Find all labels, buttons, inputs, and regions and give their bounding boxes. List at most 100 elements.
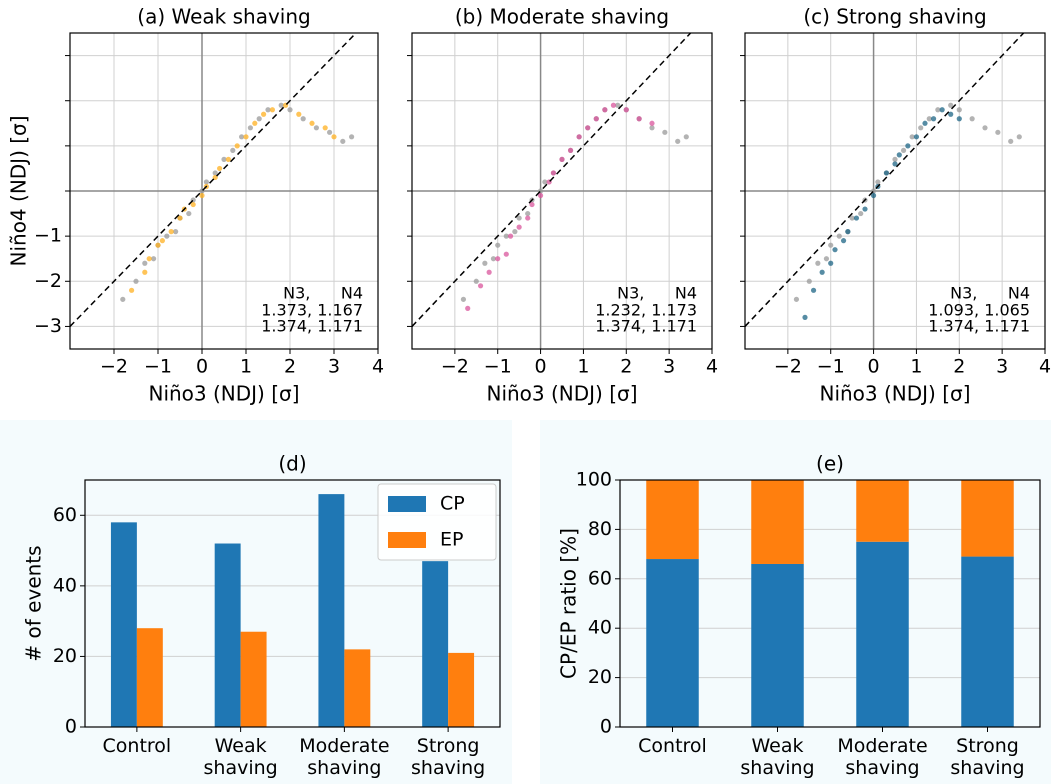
point bbox=[473, 278, 479, 284]
point bbox=[269, 107, 275, 113]
point bbox=[849, 215, 855, 221]
point bbox=[120, 296, 126, 302]
point bbox=[683, 134, 689, 140]
point bbox=[212, 174, 218, 181]
point bbox=[810, 287, 817, 293]
legend-box bbox=[377, 483, 497, 561]
x-axis-label: Niño3 (NDJ) [σ] bbox=[148, 382, 299, 406]
point bbox=[129, 287, 135, 293]
point bbox=[649, 120, 655, 126]
point bbox=[327, 129, 333, 135]
bar-segment bbox=[856, 480, 909, 542]
point bbox=[230, 147, 236, 153]
x-tick-label: 4 bbox=[706, 356, 718, 378]
y-axis-label: CP/EP ratio [%] bbox=[557, 528, 581, 679]
point bbox=[969, 116, 975, 122]
bar bbox=[240, 631, 267, 727]
point bbox=[537, 192, 544, 199]
point bbox=[503, 233, 509, 239]
x-tick-label: 3 bbox=[996, 356, 1008, 378]
bar bbox=[422, 561, 449, 727]
point bbox=[956, 116, 962, 122]
x-tick-label: 3 bbox=[663, 356, 675, 378]
point bbox=[186, 210, 192, 217]
point bbox=[905, 143, 911, 149]
y-axis-label: # of events bbox=[22, 545, 46, 661]
point bbox=[982, 125, 988, 131]
point bbox=[995, 129, 1001, 135]
y-tick-label: 0 bbox=[600, 716, 612, 738]
y-tick-label: −2 bbox=[34, 270, 62, 292]
bar bbox=[448, 652, 475, 727]
identity-line bbox=[411, 32, 692, 327]
point bbox=[593, 116, 599, 122]
bar-segment bbox=[646, 559, 699, 727]
x-tick-label: 1 bbox=[910, 356, 922, 378]
point bbox=[495, 242, 501, 248]
chart-title: (b) Moderate shaving bbox=[455, 5, 669, 29]
point bbox=[623, 107, 629, 113]
y-tick-label: 20 bbox=[588, 666, 612, 688]
point bbox=[913, 134, 920, 140]
point bbox=[802, 314, 808, 320]
bar bbox=[136, 628, 163, 727]
point bbox=[142, 260, 148, 266]
x-axis-label: Niño3 (NDJ) [σ] bbox=[486, 382, 637, 406]
point bbox=[477, 283, 484, 289]
x-tick-label: Weak shaving bbox=[740, 735, 815, 779]
point bbox=[926, 116, 932, 122]
y-tick-label: 20 bbox=[53, 645, 77, 667]
bar-segment bbox=[856, 541, 909, 727]
point bbox=[234, 143, 240, 149]
plot-frame bbox=[619, 479, 1041, 728]
point bbox=[862, 206, 868, 212]
point bbox=[840, 238, 847, 244]
annotation: 1.373, 1.167 bbox=[261, 301, 363, 320]
point bbox=[892, 161, 898, 167]
x-tick-label: −1 bbox=[484, 356, 512, 378]
annotation: N3, N4 bbox=[283, 284, 363, 303]
point bbox=[490, 256, 497, 262]
x-tick-label: 2 bbox=[620, 356, 632, 378]
point bbox=[261, 111, 267, 117]
point bbox=[296, 111, 302, 117]
y-tick-label: −3 bbox=[34, 315, 62, 337]
point bbox=[675, 138, 681, 144]
bar bbox=[318, 494, 345, 727]
point bbox=[465, 305, 471, 311]
point bbox=[828, 260, 834, 266]
point bbox=[948, 102, 954, 108]
point bbox=[225, 156, 231, 162]
point bbox=[146, 256, 152, 262]
x-tick-label: 0 bbox=[535, 356, 547, 378]
point bbox=[845, 229, 851, 235]
point bbox=[164, 233, 170, 239]
point bbox=[252, 120, 258, 126]
point bbox=[278, 102, 284, 108]
point bbox=[322, 125, 328, 131]
point bbox=[529, 201, 535, 208]
point bbox=[610, 102, 617, 108]
identity-line bbox=[744, 32, 1025, 327]
point bbox=[177, 215, 183, 221]
plot-frame bbox=[69, 32, 379, 350]
point bbox=[662, 129, 668, 135]
point bbox=[576, 134, 582, 140]
y-tick-label: 0 bbox=[65, 716, 77, 738]
point bbox=[516, 215, 522, 221]
point bbox=[190, 201, 196, 208]
point bbox=[525, 215, 531, 221]
point bbox=[542, 179, 548, 185]
y-tick-label: 80 bbox=[588, 518, 612, 540]
point bbox=[173, 229, 179, 235]
point bbox=[151, 256, 157, 262]
x-tick-label: Strong shaving bbox=[411, 735, 486, 779]
bar bbox=[214, 543, 241, 727]
legend-label: CP bbox=[440, 493, 465, 515]
annotation: N3, N4 bbox=[617, 284, 697, 303]
point bbox=[349, 134, 355, 140]
annotation: N3, N4 bbox=[950, 284, 1030, 303]
point bbox=[649, 125, 655, 131]
y-tick-label: 60 bbox=[588, 567, 612, 589]
x-tick-label: 2 bbox=[284, 356, 296, 378]
